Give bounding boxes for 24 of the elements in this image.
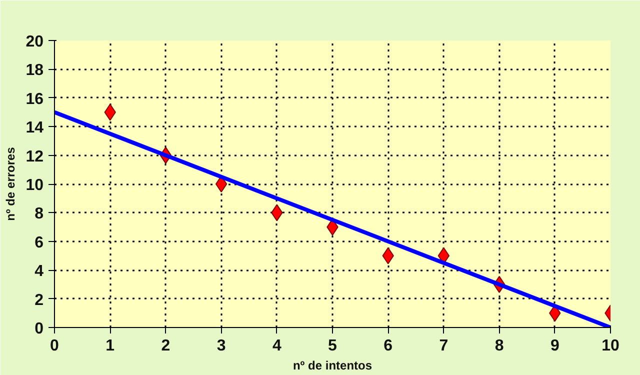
y-tick-label: 20 (26, 34, 44, 50)
x-tick-label: 1 (106, 338, 115, 354)
y-tick-label: 4 (34, 263, 44, 280)
y-tick-label: 14 (26, 120, 44, 137)
x-tick-label: 3 (216, 338, 226, 354)
x-tick-label: 9 (550, 338, 560, 354)
x-tick-label: 10 (602, 338, 620, 354)
x-tick-label: 2 (161, 338, 170, 354)
y-tick-label: 8 (34, 206, 44, 223)
x-tick-label: 7 (439, 338, 448, 354)
y-tick-label: 0 (34, 320, 44, 338)
x-tick-label: 4 (272, 338, 282, 354)
y-tick-label: 10 (26, 177, 44, 194)
x-axis-title: nº de intentos (292, 358, 372, 372)
y-tick-label: 6 (34, 234, 44, 252)
x-tick-label: 6 (384, 338, 393, 354)
x-tick-label: 5 (328, 338, 338, 354)
y-tick-label: 2 (34, 292, 44, 309)
y-tick-label: 16 (26, 90, 44, 108)
y-tick-label: 18 (26, 62, 44, 80)
x-tick-label: 0 (50, 338, 60, 354)
y-axis-title: nº de errores (4, 146, 18, 221)
x-tick-label: 8 (494, 338, 504, 354)
y-tick-label: 12 (26, 148, 44, 166)
